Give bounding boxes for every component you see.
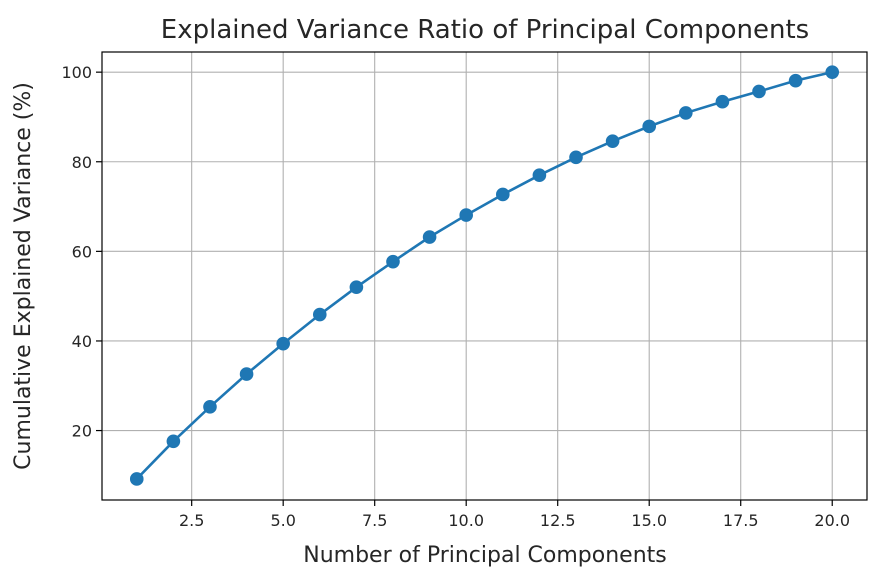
data-point <box>349 280 364 295</box>
data-points <box>129 65 840 486</box>
data-point <box>386 254 400 269</box>
data-point <box>679 106 693 120</box>
x-axis-label: Number of Principal Components <box>303 543 667 568</box>
x-tick-label: 12.5 <box>540 511 576 530</box>
y-axis-ticks: 20 40 60 80 100 <box>61 63 102 441</box>
data-point <box>532 168 547 182</box>
data-point <box>642 119 657 134</box>
plot-frame <box>101 51 868 501</box>
data-point <box>276 336 290 351</box>
x-tick-label: 20.0 <box>814 511 850 530</box>
data-point <box>788 73 803 88</box>
data-point <box>312 307 327 322</box>
x-tick-label: 17.5 <box>723 511 759 530</box>
y-tick-label: 20 <box>72 422 92 441</box>
data-point <box>569 150 583 165</box>
y-axis-label: Cumulative Explained Variance (%) <box>11 82 36 470</box>
data-point <box>239 367 254 381</box>
data-point <box>715 94 730 109</box>
data-point <box>166 434 181 449</box>
x-tick-label: 5.0 <box>270 511 295 530</box>
x-tick-label: 7.5 <box>362 511 387 530</box>
y-tick-label: 60 <box>72 242 92 261</box>
data-point <box>605 134 620 148</box>
x-tick-label: 10.0 <box>448 511 484 530</box>
data-point <box>422 230 437 244</box>
data-point <box>203 400 217 414</box>
x-tick-label: 2.5 <box>179 511 204 530</box>
chart-title: Explained Variance Ratio of Principal Co… <box>161 15 809 45</box>
data-point <box>459 208 474 222</box>
y-tick-label: 80 <box>72 153 92 172</box>
x-axis-ticks: 2.5 5.0 7.5 10.0 12.5 15.0 17.5 20.0 <box>179 500 850 530</box>
y-tick-label: 40 <box>72 332 92 351</box>
y-tick-label: 100 <box>61 63 92 82</box>
data-point <box>825 65 840 79</box>
x-tick-label: 15.0 <box>631 511 667 530</box>
data-point <box>496 187 510 202</box>
data-point <box>129 472 144 486</box>
data-point <box>752 84 766 99</box>
